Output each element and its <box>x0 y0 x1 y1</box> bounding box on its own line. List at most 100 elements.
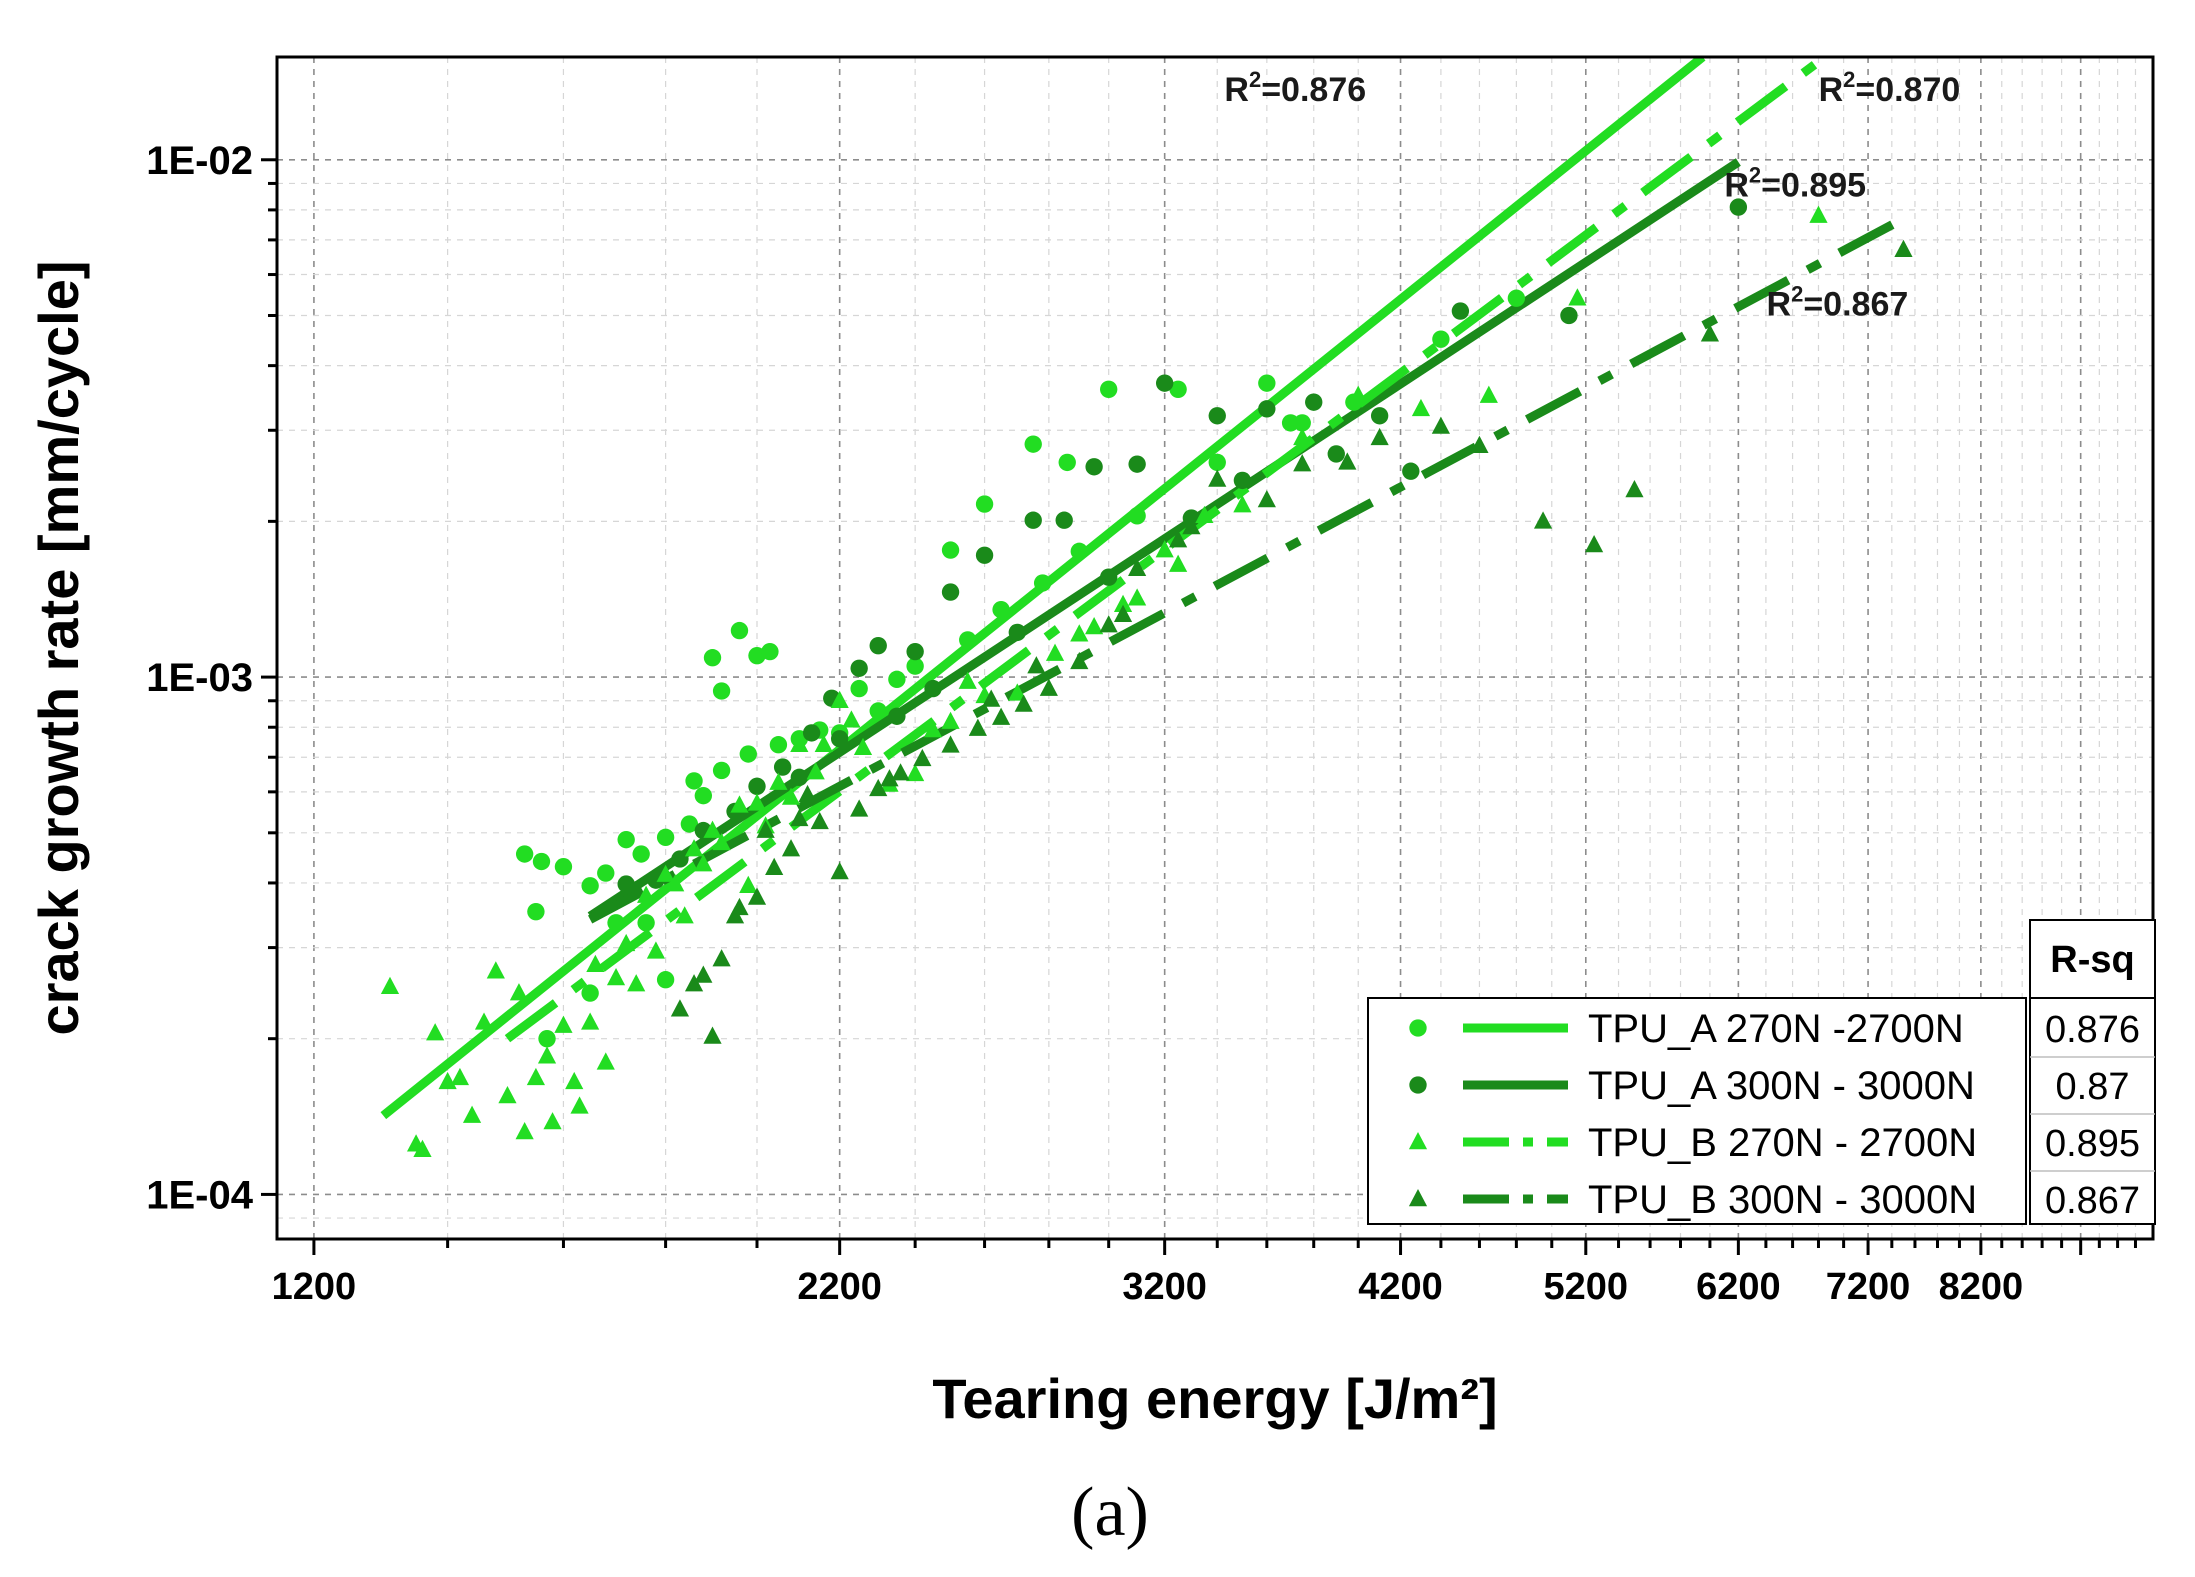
data-point-series-1 <box>554 858 573 876</box>
x-tick-label: 5200 <box>1544 1266 1629 1308</box>
y-tick-label: 1E-02 <box>146 139 253 183</box>
data-point-series-1 <box>532 852 551 871</box>
x-tick-label: 7200 <box>1826 1266 1911 1308</box>
data-point-series-3 <box>1008 683 1027 701</box>
data-point-series-2 <box>975 546 994 564</box>
rsq-header: R-sq <box>2050 939 2134 981</box>
data-point-series-3 <box>666 874 685 892</box>
data-point-series-4 <box>1070 651 1089 670</box>
data-point-series-1 <box>581 877 599 895</box>
fit-line-series-2 <box>587 158 1741 920</box>
data-point-series-4 <box>1431 416 1450 434</box>
data-point-series-3 <box>712 832 731 851</box>
data-point-series-4 <box>1182 517 1201 535</box>
data-point-series-4 <box>1257 489 1276 508</box>
data-point-series-1 <box>637 914 655 932</box>
legend-label: TPU_B 270N - 2700N <box>1588 1121 1977 1165</box>
data-point-series-3 <box>606 968 626 986</box>
r2-annotations-layer: R2=0.876 R2=0.870 R2=0.895 R2=0.867 <box>1224 67 1960 324</box>
data-point-series-1 <box>712 682 731 700</box>
data-point-series-1 <box>1208 453 1226 472</box>
data-point-series-2 <box>941 583 960 601</box>
data-point-series-3 <box>1085 616 1104 635</box>
data-point-series-1 <box>1128 507 1146 525</box>
data-point-series-4 <box>869 778 888 797</box>
data-point-series-3 <box>1479 385 1498 403</box>
fit-line-series-3 <box>504 57 1828 1043</box>
r2-annotation: R2=0.867 <box>1767 281 1909 323</box>
data-point-series-3 <box>426 1023 445 1041</box>
data-point-series-1 <box>656 828 675 847</box>
data-point-series-1 <box>1258 374 1276 392</box>
data-point-series-1 <box>656 971 675 989</box>
data-point-series-1 <box>515 845 534 863</box>
data-point-series-3 <box>842 710 861 728</box>
data-point-series-3 <box>565 1071 584 1090</box>
x-tick-label: 8200 <box>1939 1266 2024 1308</box>
data-point-series-4 <box>1700 324 1720 342</box>
data-point-series-3 <box>413 1139 432 1157</box>
legend-marker <box>1409 1076 1427 1094</box>
data-point-series-3 <box>769 772 788 790</box>
data-point-series-3 <box>554 1015 573 1033</box>
data-point-series-4 <box>756 820 775 838</box>
data-point-series-3 <box>380 976 400 995</box>
data-point-series-1 <box>975 495 994 513</box>
data-point-series-3 <box>515 1122 534 1140</box>
data-point-series-4 <box>913 748 932 767</box>
x-tick-label: 4200 <box>1358 1266 1443 1308</box>
data-point-series-1 <box>992 600 1010 619</box>
data-point-series-3 <box>1349 385 1368 403</box>
data-point-series-3 <box>1155 540 1174 558</box>
data-point-series-1 <box>941 541 960 559</box>
data-point-series-2 <box>1024 511 1042 529</box>
data-point-series-3 <box>1045 643 1065 661</box>
legend-label: TPU_A 300N - 3000N <box>1588 1064 1975 1108</box>
data-point-series-3 <box>537 1046 557 1064</box>
data-point-series-4 <box>1014 694 1033 712</box>
data-point-series-3 <box>450 1067 470 1086</box>
rsq-value: 0.876 <box>2045 1009 2140 1051</box>
data-point-series-1 <box>597 864 615 882</box>
data-point-series-1 <box>1070 542 1088 561</box>
legend: R-sq TPU_A 270N -2700N 0.876 TPU_A 300N - 3… <box>1367 919 2156 1225</box>
data-point-series-1 <box>712 761 731 780</box>
data-point-series-4 <box>1099 615 1118 633</box>
data-point-series-3 <box>830 690 849 709</box>
data-point-series-4 <box>725 906 745 924</box>
data-point-series-3 <box>462 1105 482 1123</box>
data-point-series-1 <box>581 984 599 1002</box>
data-point-series-2 <box>1370 407 1389 425</box>
data-point-series-4 <box>1113 604 1133 622</box>
data-point-series-4 <box>798 784 817 803</box>
data-point-series-3 <box>684 839 704 857</box>
data-point-series-2 <box>888 707 906 725</box>
data-point-series-3 <box>627 974 646 992</box>
data-point-series-4 <box>982 689 1001 707</box>
data-point-series-3 <box>906 763 925 782</box>
data-point-series-3 <box>790 734 809 752</box>
r2-annotation: R2=0.895 <box>1724 162 1866 204</box>
data-point-series-2 <box>830 730 849 748</box>
data-point-series-2 <box>1055 511 1073 529</box>
data-point-series-2 <box>748 777 766 795</box>
data-point-series-4 <box>1625 479 1644 498</box>
data-point-series-4 <box>1208 469 1227 487</box>
data-point-series-4 <box>850 799 869 817</box>
data-point-series-3 <box>581 1012 600 1030</box>
data-point-series-4 <box>747 887 767 905</box>
data-point-series-2 <box>1085 458 1103 476</box>
data-point-series-3 <box>1113 594 1133 612</box>
data-point-series-3 <box>730 795 749 813</box>
data-point-series-3 <box>694 854 713 872</box>
data-point-series-4 <box>670 999 690 1017</box>
data-point-series-3 <box>1128 588 1147 606</box>
data-point-series-4 <box>1027 656 1046 674</box>
data-point-series-4 <box>1128 558 1147 576</box>
data-point-series-4 <box>703 1026 722 1044</box>
data-point-series-4 <box>1470 435 1489 454</box>
legend-label: TPU_A 270N -2700N <box>1588 1007 1964 1051</box>
